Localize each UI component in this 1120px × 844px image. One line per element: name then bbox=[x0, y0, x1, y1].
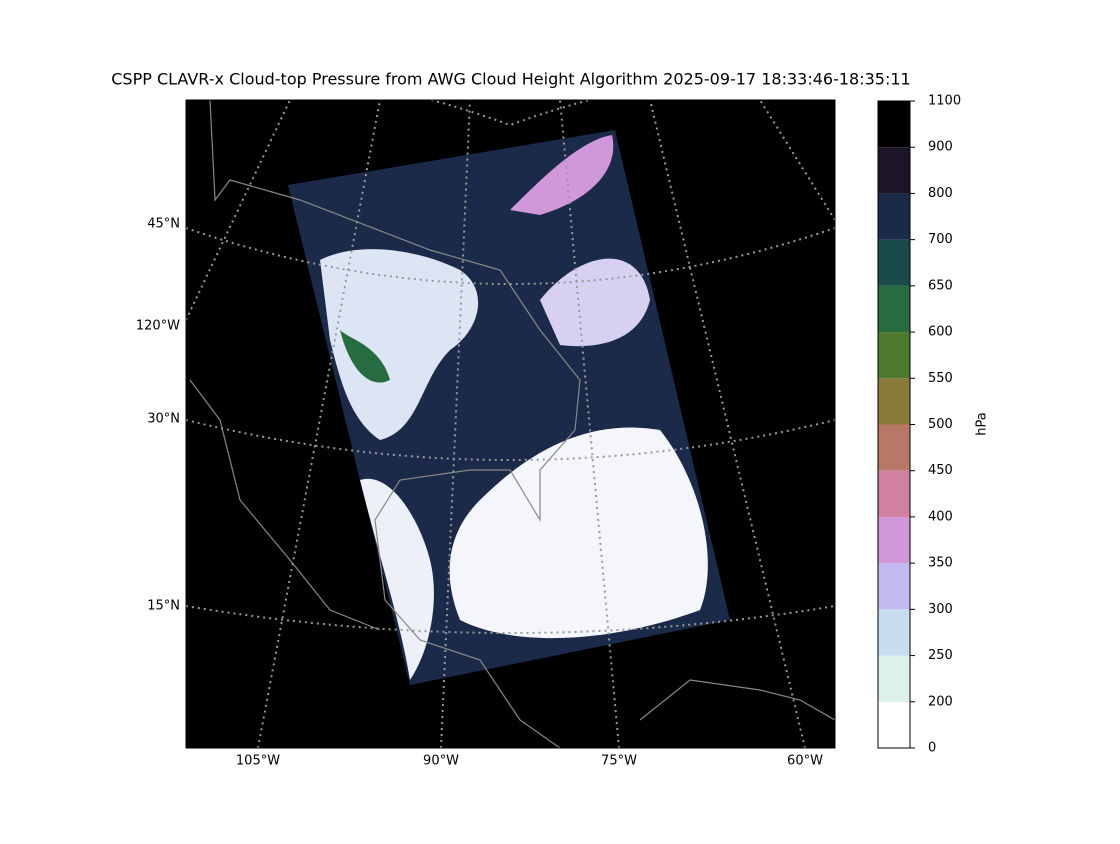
colorbar-segment bbox=[878, 285, 910, 333]
colorbar: 0 200 250 300 350 400 450 500 550 600 650 700 800 900… bbox=[877, 94, 961, 756]
colorbar-tick-label: 350 bbox=[928, 556, 953, 571]
cloud bbox=[360, 478, 434, 680]
colorbar-segment bbox=[878, 563, 910, 610]
colorbar-tick-label: 450 bbox=[928, 463, 953, 478]
colorbar-segment bbox=[878, 609, 910, 656]
lon-label: 105°W bbox=[236, 754, 280, 769]
coastline bbox=[189, 379, 381, 631]
lon-label: 75°W bbox=[601, 754, 637, 769]
colorbar-tick-label: 700 bbox=[928, 232, 953, 247]
lat-label: 120°W bbox=[136, 319, 180, 334]
colorbar-tick-label: 550 bbox=[928, 371, 953, 386]
grid-line bbox=[257, 100, 381, 748]
map-frame bbox=[185, 99, 836, 749]
cloud bbox=[510, 135, 614, 215]
colorbar-tick-label: 0 bbox=[928, 741, 936, 756]
grid-line bbox=[559, 100, 620, 748]
colorbar-tick-label: 250 bbox=[928, 648, 953, 663]
title: CSPP CLAVR-x Cloud-top Pressure from AWG… bbox=[111, 70, 910, 89]
lat-label: 30°N bbox=[147, 412, 180, 427]
colorbar-segment bbox=[878, 516, 910, 564]
colorbar-tick-label: 400 bbox=[928, 509, 953, 524]
colorbar-tick-label: 900 bbox=[928, 140, 953, 155]
colorbar-segment bbox=[878, 193, 910, 240]
colorbar-tick-label: 200 bbox=[928, 694, 953, 709]
cloud bbox=[320, 249, 479, 440]
coastline bbox=[639, 679, 835, 721]
colorbar-tick-label: 1100 bbox=[928, 94, 961, 109]
colorbar-tick-label: 600 bbox=[928, 325, 953, 340]
colorbar-segment bbox=[878, 147, 910, 194]
lon-label: 60°W bbox=[787, 754, 823, 769]
lat-label: 15°N bbox=[147, 599, 180, 614]
colorbar-tick-label: 800 bbox=[928, 186, 953, 201]
grid-line bbox=[186, 227, 835, 285]
cloud bbox=[340, 330, 390, 383]
cloud bbox=[540, 258, 650, 347]
lon-label: 90°W bbox=[423, 754, 459, 769]
colorbar-segment bbox=[878, 470, 910, 517]
colorbar-segment bbox=[878, 101, 910, 148]
colorbar-segment bbox=[878, 239, 910, 286]
grid-line bbox=[440, 100, 471, 748]
colorbar-tick-label: 650 bbox=[928, 278, 953, 293]
colorbar-segment bbox=[878, 655, 910, 702]
grid-line bbox=[186, 605, 835, 634]
colorbar-label: hPa bbox=[975, 412, 990, 435]
colorbar-segment bbox=[878, 332, 910, 379]
lat-label: 45°N bbox=[147, 217, 180, 232]
cloud bbox=[449, 427, 708, 639]
colorbar-segment bbox=[878, 701, 910, 748]
map bbox=[185, 99, 836, 749]
coastline bbox=[209, 100, 581, 748]
colorbar-segment bbox=[878, 378, 910, 425]
colorbar-tick-label: 300 bbox=[928, 602, 953, 617]
colorbar-segment bbox=[878, 424, 910, 471]
grid-line bbox=[186, 100, 291, 321]
colorbar-tick-label: 500 bbox=[928, 417, 953, 432]
